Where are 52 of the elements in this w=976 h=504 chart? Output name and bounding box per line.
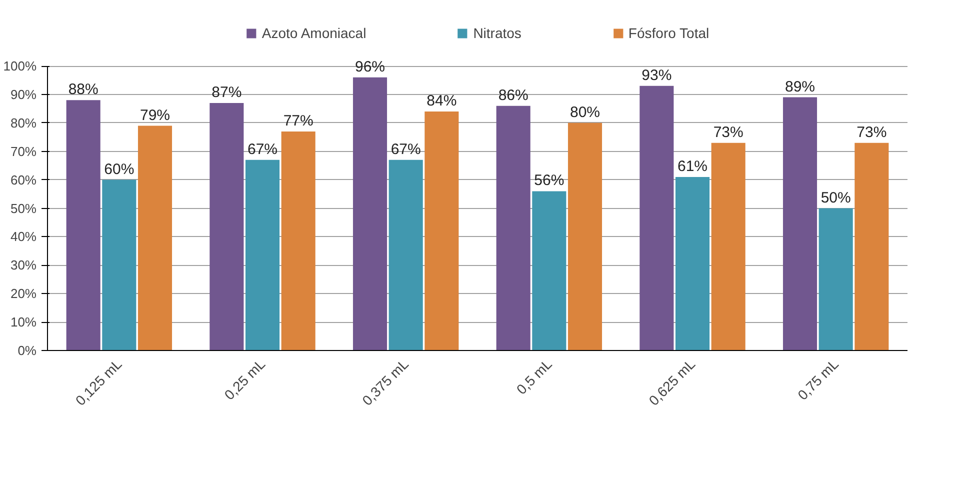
legend-label: Fósforo Total (628, 25, 710, 41)
data-label: 60% (104, 160, 134, 178)
bar (496, 106, 530, 350)
x-tick-label: 0,5 mL (513, 356, 555, 398)
legend-label: Azoto Amoniacal (262, 25, 366, 41)
y-tick-label: 0% (18, 343, 37, 358)
data-label: 87% (212, 84, 242, 101)
data-label: 84% (426, 92, 457, 110)
data-label: 67% (247, 140, 278, 158)
data-label: 80% (570, 104, 600, 121)
y-tick-label: 70% (10, 144, 37, 159)
bar (66, 100, 100, 350)
data-label: 93% (642, 66, 672, 84)
y-tick-label: 100% (3, 58, 37, 74)
data-label: 73% (713, 124, 744, 141)
y-tick-label: 20% (10, 286, 37, 302)
y-tick-label: 10% (10, 314, 37, 330)
bar (818, 208, 853, 350)
bar (854, 142, 889, 350)
data-label: 77% (283, 112, 314, 130)
y-tick-label: 40% (10, 229, 37, 244)
y-tick-label: 50% (10, 200, 37, 216)
y-tick-label: 30% (10, 258, 37, 273)
bar (388, 160, 423, 350)
bar (675, 176, 710, 350)
bar (281, 131, 316, 350)
data-label: 50% (820, 189, 851, 206)
data-label: 88% (68, 81, 98, 98)
y-tick-label: 60% (10, 172, 37, 188)
data-label: 89% (784, 78, 816, 96)
data-label: 96% (354, 58, 386, 76)
data-label: 67% (390, 140, 421, 158)
bar (782, 97, 818, 350)
bar (138, 126, 172, 350)
data-label: 61% (677, 158, 708, 175)
x-tick-label: 0,25 mL (221, 356, 268, 403)
legend-label: Nitratos (473, 25, 522, 41)
y-tick-label: 90% (10, 86, 37, 102)
bar (711, 142, 746, 350)
y-tick-label: 80% (10, 115, 37, 130)
bar (352, 77, 388, 350)
bar (424, 112, 459, 350)
bar (532, 191, 566, 350)
data-label: 79% (140, 106, 170, 124)
bar (210, 103, 244, 350)
data-label: 86% (498, 86, 528, 104)
bar (102, 180, 136, 350)
data-label: 56% (534, 172, 564, 190)
bar (245, 160, 280, 350)
data-label: 73% (856, 124, 887, 141)
bar (640, 86, 674, 350)
bar (568, 122, 602, 350)
